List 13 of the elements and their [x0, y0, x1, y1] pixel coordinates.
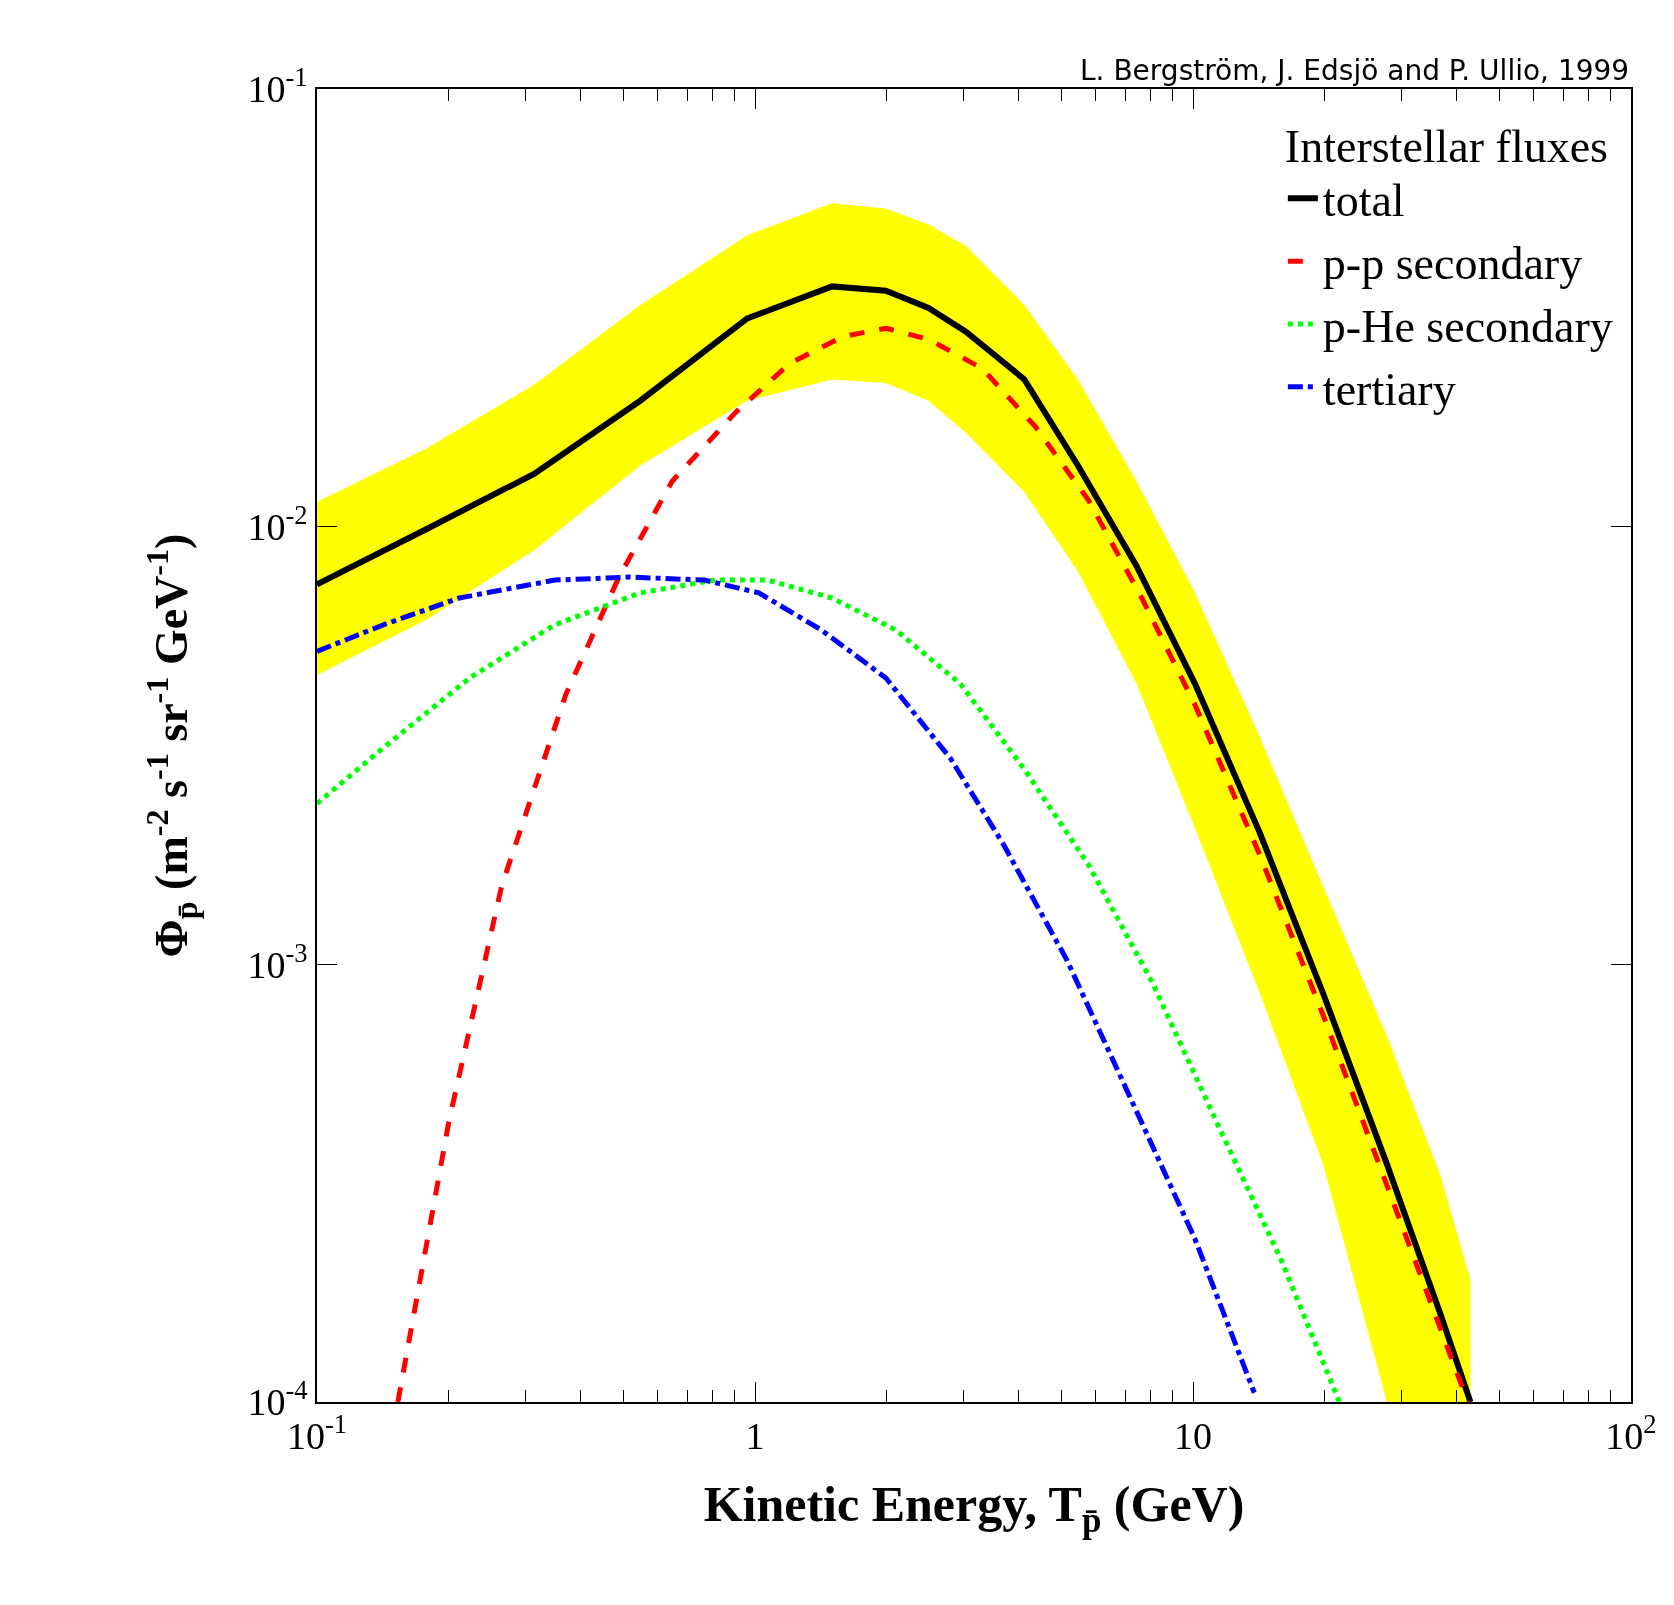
y-tick-label: 10$^{-3}$	[247, 937, 308, 986]
x-tick-label: 10$^{2}$	[1605, 1409, 1657, 1458]
legend-label: total	[1322, 175, 1405, 227]
legend-title: Interstellar fluxes	[1284, 120, 1609, 172]
x-axis-title: Kinetic Energy, T$_{p̄}$ (GeV)	[703, 1476, 1245, 1540]
legend-label: tertiary	[1322, 363, 1456, 415]
x-tick-label: 1	[745, 1415, 765, 1458]
y-tick-label: 10$^{-2}$	[247, 500, 308, 548]
legend-label: p-He secondary	[1322, 300, 1613, 352]
legend-label: p-p secondary	[1322, 238, 1583, 290]
text: L. Bergström, J. Edsjö and P. Ullio, 1999	[1080, 54, 1630, 87]
y-tick-label: 10$^{-1}$	[247, 62, 308, 111]
x-tick-label: 10	[1174, 1415, 1212, 1458]
